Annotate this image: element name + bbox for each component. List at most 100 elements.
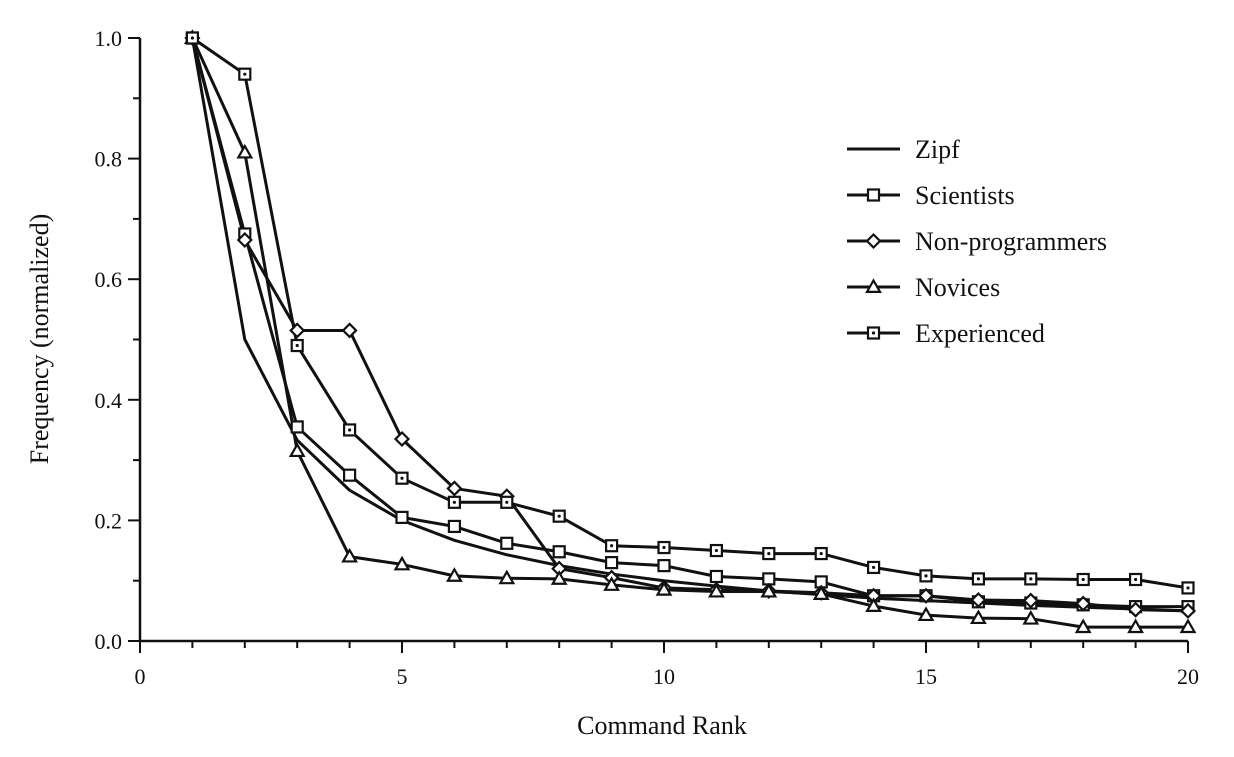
point-scientists-marker <box>395 510 409 524</box>
series-line-zipf <box>190 37 1189 613</box>
point-novices-marker <box>970 609 987 625</box>
series-markers-novices <box>184 29 1197 634</box>
x-tick-label: 10 <box>653 664 675 689</box>
point-experienced-marker-dot <box>662 545 666 550</box>
point-experienced-marker-dot <box>1186 586 1190 590</box>
legend-label-scientists: Scientists <box>915 181 1015 210</box>
legend-non-programmers-marker <box>865 232 882 250</box>
axes: 0 5 10 15 20 0.0 0.2 0.4 0.6 0.8 1.0 <box>95 26 1200 689</box>
legend-item-novices: Novices <box>847 273 1000 302</box>
point-experienced-marker-dot <box>452 500 456 504</box>
legend-item-non-programmers: Non-programmers <box>847 227 1107 256</box>
point-non-programmers-marker <box>289 322 306 339</box>
point-experienced-marker-dot <box>976 577 981 581</box>
point-experienced-marker-dot <box>505 500 509 504</box>
point-experienced-marker-dot <box>1081 577 1085 582</box>
legend: Zipf Scientists Non-programmers Novices Expe… <box>847 135 1107 348</box>
x-tick-label: 0 <box>135 664 146 689</box>
point-experienced-marker-dot <box>295 343 299 348</box>
point-novices-marker <box>393 555 411 571</box>
point-experienced-marker-dot <box>872 565 876 570</box>
point-novices-marker <box>603 576 620 591</box>
point-non-programmers-marker <box>917 587 935 604</box>
point-scientists-marker <box>552 545 566 559</box>
point-experienced-marker-dot <box>400 476 404 480</box>
series-line-scientists <box>190 37 1188 609</box>
point-novices-marker <box>550 570 568 585</box>
legend-item-zipf: Zipf <box>847 135 960 164</box>
point-experienced-marker-dot <box>767 551 771 556</box>
y-tick-label: 0.6 <box>95 267 123 292</box>
point-scientists-marker <box>290 420 304 434</box>
x-axis-label: Command Rank <box>577 711 747 740</box>
point-non-programmers-marker <box>1179 602 1197 619</box>
series-scientists <box>190 37 1188 609</box>
series-zipf <box>190 37 1189 613</box>
point-experienced-marker-dot <box>714 548 719 553</box>
point-experienced-marker-dot <box>348 428 352 432</box>
x-tick-label: 15 <box>915 664 937 689</box>
point-novices-marker <box>1022 609 1040 625</box>
series-non-programmers <box>190 37 1189 613</box>
point-novices-marker <box>1127 618 1144 634</box>
y-tick-label: 1.0 <box>95 26 123 51</box>
y-axis-label: Frequency (normalized) <box>25 214 54 465</box>
point-novices-marker <box>288 442 306 458</box>
legend-label-zipf: Zipf <box>915 135 960 164</box>
y-tick-label: 0.4 <box>95 388 123 413</box>
point-scientists-marker <box>500 536 514 550</box>
y-tick-label: 0.0 <box>95 629 123 654</box>
point-non-programmers-marker <box>1127 601 1144 618</box>
y-tick-label: 0.8 <box>95 147 123 172</box>
x-tick-label: 5 <box>397 664 408 689</box>
point-experienced-marker-dot <box>1134 577 1138 582</box>
point-non-programmers-marker <box>236 231 253 249</box>
point-experienced-marker-dot <box>610 544 614 548</box>
point-novices-marker <box>655 581 673 596</box>
point-novices-marker <box>1179 618 1197 634</box>
point-novices-marker <box>865 597 882 613</box>
point-non-programmers-marker <box>446 480 463 497</box>
y-tick-label: 0.2 <box>95 508 123 533</box>
point-experienced-marker-dot <box>190 36 194 40</box>
point-novices-marker <box>446 567 463 582</box>
point-novices-marker <box>812 585 830 600</box>
legend-item-experienced: Experienced <box>847 319 1045 348</box>
legend-novices-marker <box>865 278 882 293</box>
point-scientists-marker <box>762 572 776 586</box>
legend-scientists-marker <box>866 188 881 202</box>
point-non-programmers-marker <box>1022 592 1039 609</box>
point-novices-marker <box>760 582 778 598</box>
point-scientists-marker <box>343 468 357 482</box>
series-line-novices <box>191 37 1188 629</box>
series-line-experienced <box>191 36 1189 590</box>
point-non-programmers-marker <box>341 322 358 339</box>
point-experienced-marker-dot <box>243 72 247 76</box>
point-scientists-marker <box>447 519 461 534</box>
series-novices <box>191 37 1188 629</box>
point-non-programmers-marker <box>393 430 411 448</box>
point-scientists-marker <box>604 556 619 570</box>
point-experienced-marker-dot <box>1029 577 1033 581</box>
point-scientists-marker <box>657 559 671 573</box>
x-tick-label: 20 <box>1177 664 1199 689</box>
point-novices-marker <box>341 547 358 563</box>
point-novices-marker <box>236 143 254 159</box>
legend-item-scientists: Scientists <box>847 181 1015 210</box>
legend-label-non-programmers: Non-programmers <box>915 227 1107 256</box>
point-non-programmers-marker <box>1075 595 1092 612</box>
legend-experienced-marker-dot <box>871 331 876 335</box>
point-novices-marker <box>708 582 725 598</box>
point-novices-marker <box>498 569 516 585</box>
point-non-programmers-marker <box>970 591 987 609</box>
point-experienced-marker-dot <box>924 574 928 578</box>
legend-label-novices: Novices <box>915 273 1000 302</box>
series-line-non-programmers <box>190 37 1189 613</box>
series-markers-experienced <box>185 31 1195 595</box>
point-experienced-marker-dot <box>819 551 823 556</box>
plot-area <box>184 29 1197 634</box>
point-novices-marker <box>1074 618 1092 634</box>
series-experienced <box>191 36 1189 590</box>
legend-label-experienced: Experienced <box>915 319 1045 348</box>
